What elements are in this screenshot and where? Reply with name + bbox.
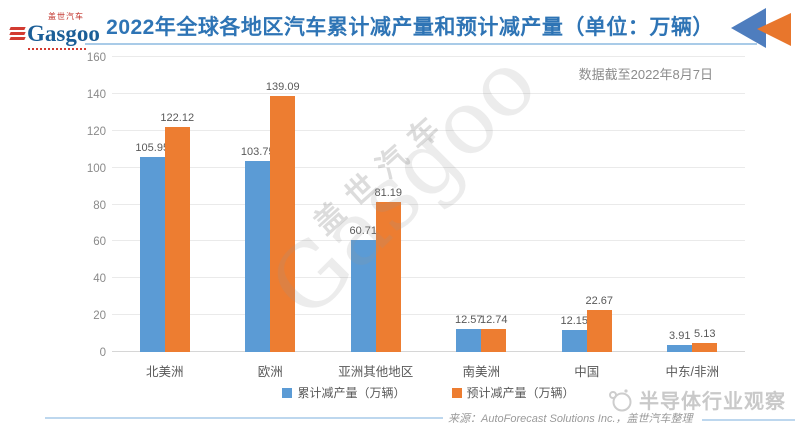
bar [139,156,165,352]
bar-value-label: 5.13 [694,327,716,340]
gridline-80 [112,203,745,205]
double-triangle-arrow-icon [731,8,791,48]
bar-slot: 103.75 [241,57,275,352]
bar-value-label: 22.67 [585,295,614,308]
bar [667,344,693,352]
bar [692,342,718,352]
gridline-160 [112,56,745,57]
data-cutoff-note: 数据截至2022年8月7日 [578,67,713,82]
bar [375,202,401,352]
bar-slot: 122.12 [160,57,194,352]
gasgoo-logo-tagline-decoration [28,48,86,50]
legend-item: 预计减产量（万辆） [451,384,575,401]
bar-value-label: 81.19 [374,187,403,200]
gasgoo-logo-stripes-icon [9,27,26,40]
gridline-20 [112,314,745,316]
bar [270,95,296,352]
x-category-label: 欧洲 [257,365,283,379]
bar [350,240,376,352]
y-tick-label: 120 [86,125,106,138]
gasgoo-logo-cn-label: 盖世汽车 [48,12,84,21]
x-category-label: 亚洲其他地区 [338,365,414,379]
bar-group: 12.57 12.74 [429,57,535,352]
bar-slot: 3.91 [667,57,693,352]
x-category-label: 北美洲 [145,365,184,379]
y-tick-label: 140 [86,88,106,101]
bar-slot: 12.74 [479,57,508,352]
gridline-40 [112,277,745,279]
bar-slot: 12.57 [454,57,483,352]
gasgoo-logo: 盖世汽车 Gasgoo [9,7,110,51]
bar-value-label: 122.12 [160,111,195,124]
y-tick-label: 160 [86,52,106,64]
y-tick-label: 80 [93,199,106,212]
observer-watermark-label: 半导体行业观察 [639,391,786,413]
footer-divider-right [702,419,795,421]
bar-value-label: 12.15 [560,314,589,327]
y-tick-label: 100 [86,162,106,175]
x-category-label: 中国 [574,365,600,379]
bar-slot: 139.09 [266,57,300,352]
legend-item: 累计减产量（万辆） [282,384,406,401]
gridline-0 [112,351,745,352]
bar-value-label: 103.75 [240,145,275,158]
bar-slot: 22.67 [585,57,614,352]
gridline-140 [112,92,745,94]
bar [481,328,507,352]
x-axis-category-labels: 北美洲 欧洲 亚洲其他地区 南美洲 中国 中东/非洲 [112,361,745,380]
y-tick-label: 0 [99,347,106,359]
gasgoo-logo-wordmark: Gasgoo [27,21,100,46]
bar [561,329,587,352]
legend-label: 预计减产量（万辆） [466,386,575,400]
bar-slot: 60.71 [349,57,378,352]
bar-group: 60.71 81.19 [323,57,429,352]
legend-swatch-icon [282,387,293,398]
page-title: 2022年全球各地区汽车累计减产量和预计减产量（单位：万辆） [106,16,714,39]
legend-label: 累计减产量（万辆） [297,386,406,400]
bar-slot: 105.95 [135,57,169,352]
bar-slot: 5.13 [692,57,718,352]
bar-value-label: 3.91 [669,329,691,342]
bar-group: 103.75 139.09 [218,57,324,352]
bar-groups: 105.95 122.12 103.75 139.09 60.71 81.19 12.57 1… [112,57,745,352]
y-tick-label: 60 [93,236,106,249]
y-tick-label: 40 [93,273,106,286]
bar-chart-plot-area: 105.95 122.12 103.75 139.09 60.71 81.19 12.57 1… [112,56,745,352]
bar [164,126,190,352]
observer-watermark: 半导体行业观察 [608,385,786,414]
bar-group: 12.15 22.67 [534,57,640,352]
bar-group: 3.91 5.13 [640,57,746,352]
x-category-label: 南美洲 [462,365,500,379]
source-attribution: 来源：AutoForecast Solutions Inc.，盖世汽车整理 [448,413,693,425]
bar-value-label: 12.74 [479,313,508,326]
bar-slot: 81.19 [374,57,403,352]
bar-group: 105.95 122.12 [112,57,218,352]
gridline-120 [112,129,745,131]
observer-logo-icon [609,388,632,411]
legend-swatch-icon [451,387,462,398]
x-category-label: 中东/非洲 [665,365,719,379]
bar-slot: 12.15 [560,57,589,352]
footer-divider-left [45,417,443,419]
gridline-100 [112,166,745,168]
bar [586,310,612,352]
title-underline [85,43,757,45]
y-axis: 0 20 40 60 80 100 120 140 160 [58,52,106,359]
y-tick-label: 20 [93,310,106,323]
bar-value-label: 139.09 [265,80,300,93]
gridline-60 [112,240,745,242]
bar-value-label: 105.95 [135,141,170,154]
chart-legend: 累计减产量（万辆） 预计减产量（万辆） [112,384,745,401]
bar [456,328,482,352]
bar-value-label: 60.71 [349,225,378,238]
bar [245,160,271,352]
bar-value-label: 12.57 [454,313,483,326]
